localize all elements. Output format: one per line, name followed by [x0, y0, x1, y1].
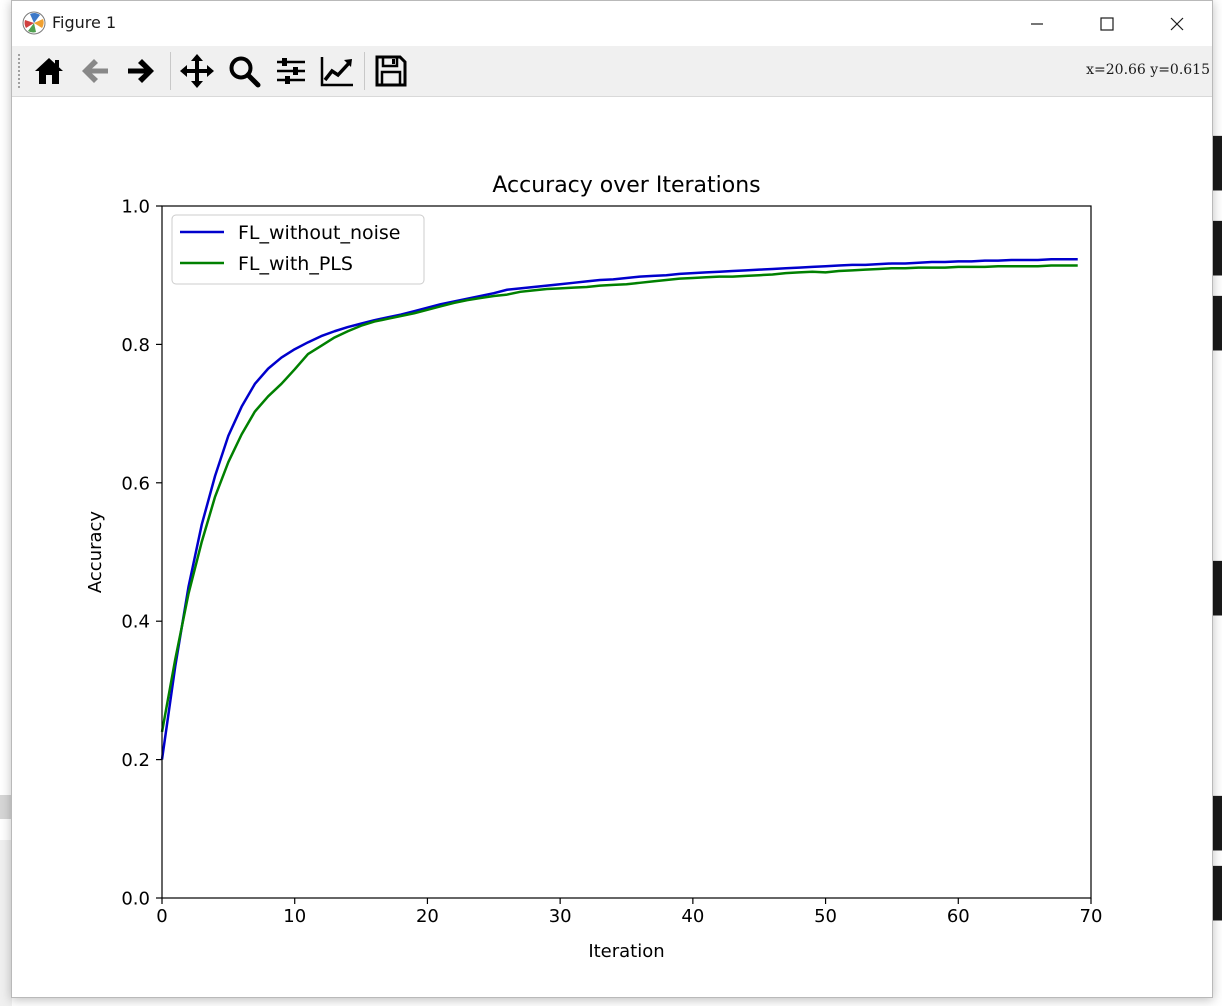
legend-box: [171, 214, 425, 285]
axes-frame: [161, 205, 1092, 899]
y-tick-label: 0.4: [121, 612, 150, 633]
window-title: Figure 1: [52, 13, 117, 32]
arrow-left-icon: [82, 59, 108, 83]
y-tick-label: 0.0: [121, 889, 150, 910]
matplotlib-logo-icon: [22, 11, 46, 35]
back-button[interactable]: [76, 52, 114, 90]
y-tick-label: 0.8: [121, 335, 150, 356]
x-axis-label: Iteration: [588, 941, 664, 962]
figure-window: Figure 1: [11, 0, 1213, 998]
forward-button[interactable]: [122, 52, 160, 90]
sliders-icon: [277, 58, 305, 84]
background-text-fragment: ▌: [1212, 565, 1222, 611]
series-layer: [160, 258, 1078, 760]
close-icon: [1170, 17, 1184, 30]
series-line-fl-with-pls: [160, 264, 1078, 733]
y-tick-label: 1.0: [121, 197, 150, 218]
save-button[interactable]: [372, 52, 410, 90]
magnifier-icon: [229, 56, 261, 88]
accuracy-plot[interactable]: 0 10 20 30 40 50 60 70 0.0 0.2 0.4 0.6 0.8 1.0 Accura…: [12, 97, 1212, 997]
figure-canvas[interactable]: 0 10 20 30 40 50 60 70 0.0 0.2 0.4 0.6 0.8 1.0 Accura…: [12, 97, 1212, 997]
minimize-button[interactable]: [1002, 1, 1072, 46]
arrow-right-icon: [128, 59, 154, 83]
y-axis-label: Accuracy: [85, 511, 106, 594]
navigation-toolbar: x=20.66 y=0.615: [12, 46, 1212, 97]
x-tick-label: 0: [156, 906, 167, 927]
pan-button[interactable]: [178, 52, 216, 90]
maximize-button[interactable]: [1072, 1, 1142, 46]
minimize-icon: [1031, 22, 1043, 25]
series-line-fl-without-noise: [160, 258, 1078, 760]
x-tick-label: 60: [947, 906, 970, 927]
x-tick-label: 30: [549, 906, 572, 927]
toolbar-grip: [18, 54, 22, 88]
zoom-button[interactable]: [225, 52, 263, 90]
y-tick-label: 0.2: [121, 750, 150, 771]
legend: FL_without_noise FL_with_PLS: [171, 214, 425, 285]
toolbar-separator: [170, 52, 171, 90]
x-tick-label: 20: [416, 906, 439, 927]
maximize-icon: [1100, 16, 1114, 31]
background-text-fragment: ▌: [1212, 800, 1222, 846]
background-text-fragment: ▌: [1212, 870, 1222, 916]
line-chart-icon: [320, 57, 353, 87]
background-panel: [0, 840, 12, 1006]
x-tick-label: 70: [1080, 906, 1103, 927]
title-bar[interactable]: Figure 1: [12, 1, 1212, 46]
x-tick-label: 40: [681, 906, 704, 927]
axes-background: [162, 206, 1091, 898]
tick-layer: 0 10 20 30 40 50 60 70 0.0 0.2 0.4 0.6 0.8 1.0: [121, 197, 1102, 928]
background-text-fragment: ▌: [1212, 300, 1222, 346]
cursor-coordinates: x=20.66 y=0.615: [1086, 62, 1210, 78]
subplots-button[interactable]: [272, 52, 310, 90]
customize-button[interactable]: [318, 52, 356, 90]
chart-title: Accuracy over Iterations: [492, 173, 760, 198]
legend-label-fl-with-pls: FL_with_PLS: [238, 253, 353, 275]
background-text-fragment: ▌: [1212, 140, 1222, 186]
move-icon: [180, 54, 214, 88]
home-icon: [35, 58, 63, 84]
home-button[interactable]: [30, 52, 68, 90]
close-button[interactable]: [1142, 1, 1212, 46]
y-tick-label: 0.6: [121, 473, 150, 494]
x-tick-label: 10: [283, 906, 306, 927]
legend-label-fl-without-noise: FL_without_noise: [238, 222, 400, 244]
floppy-disk-icon: [375, 55, 407, 87]
x-tick-label: 50: [814, 906, 837, 927]
toolbar-separator: [364, 52, 365, 90]
background-text-fragment: ▌: [1212, 225, 1222, 271]
background-strip: [0, 795, 12, 819]
